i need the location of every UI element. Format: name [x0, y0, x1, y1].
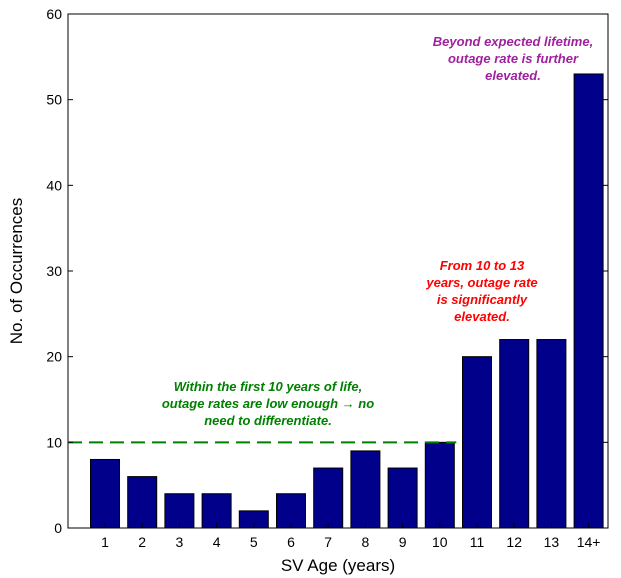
x-tick-label: 9 [399, 534, 407, 550]
annotation-red-note: From 10 to 13 years, outage rate is signif… [425, 258, 537, 324]
x-tick-label: 14+ [577, 534, 601, 550]
bar-7 [313, 467, 344, 529]
bar-12 [499, 339, 530, 529]
bar-9 [387, 467, 418, 529]
x-tick-label: 4 [213, 534, 221, 550]
bars-group [90, 73, 604, 529]
y-tick-label: 30 [46, 263, 62, 279]
y-tick-label: 0 [54, 520, 62, 536]
y-axis-title: No. of Occurrences [7, 198, 26, 344]
bar-14plus [573, 73, 604, 529]
x-tick-label: 13 [544, 534, 560, 550]
x-tick-label: 2 [138, 534, 146, 550]
x-tick-label: 11 [470, 534, 485, 550]
annotation-purple-note: Beyond expected lifetime, outage rate is … [433, 34, 593, 83]
x-tick-label: 3 [176, 534, 184, 550]
y-axis: 0 10 20 30 40 50 60 [46, 6, 608, 536]
annotations-group: Within the first 10 years of life, outage… [162, 34, 593, 428]
bar-11 [462, 356, 492, 529]
bar-3 [164, 493, 195, 529]
x-tick-label: 10 [432, 534, 448, 550]
bar-10 [424, 441, 455, 529]
y-tick-label: 50 [46, 92, 62, 108]
x-tick-label: 5 [250, 534, 258, 550]
y-tick-label: 10 [46, 434, 62, 450]
x-tick-label: 8 [362, 534, 370, 550]
bar-13 [536, 339, 567, 529]
x-tick-label: 6 [287, 534, 295, 550]
x-axis-title: SV Age (years) [281, 556, 395, 575]
bar-8 [350, 450, 381, 529]
bar-4 [201, 493, 232, 529]
y-tick-label: 20 [46, 349, 62, 365]
x-axis: 1 2 3 4 5 6 7 8 9 10 11 12 13 14+ [101, 523, 600, 550]
annotation-green-note: Within the first 10 years of life, outage… [162, 379, 374, 428]
y-tick-label: 60 [46, 6, 62, 22]
x-tick-label: 1 [101, 534, 109, 550]
bar-1 [90, 458, 120, 529]
x-tick-label: 12 [506, 534, 522, 550]
x-tick-label: 7 [324, 534, 332, 550]
bar-6 [276, 493, 306, 529]
y-tick-label: 40 [46, 177, 62, 193]
bar-2 [127, 476, 158, 529]
